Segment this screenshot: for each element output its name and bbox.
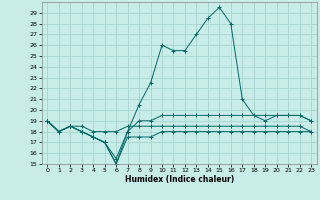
- X-axis label: Humidex (Indice chaleur): Humidex (Indice chaleur): [124, 175, 234, 184]
